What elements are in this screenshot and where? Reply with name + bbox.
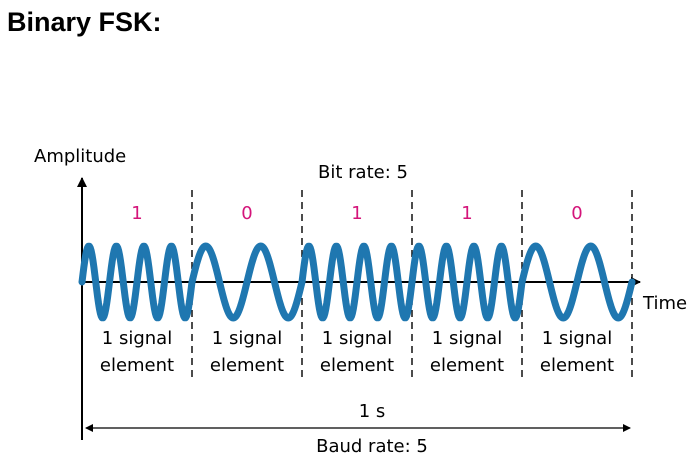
x-axis-label: Time	[642, 293, 687, 314]
signal-element-label-line2: element	[100, 355, 174, 376]
baud-rate-label: Baud rate: 5	[316, 436, 428, 457]
duration-label: 1 s	[359, 401, 386, 422]
bit-labels: 1 0 1 1 0	[131, 203, 582, 224]
signal-element-label-line2: element	[320, 355, 394, 376]
signal-element-label-line1: 1 signal	[432, 328, 502, 349]
bit-value-label: 1	[131, 203, 142, 224]
y-axis-label: Amplitude	[34, 146, 126, 167]
bit-value-label: 0	[241, 203, 252, 224]
bit-rate-label: Bit rate: 5	[318, 162, 408, 183]
signal-element-labels: 1 signal element 1 signal element 1 signal el…	[100, 328, 614, 376]
fsk-waveform	[78, 242, 636, 322]
bit-value-label: 1	[351, 203, 362, 224]
signal-element-label-line1: 1 signal	[542, 328, 612, 349]
bit-value-label: 0	[571, 203, 582, 224]
signal-element-label-line1: 1 signal	[322, 328, 392, 349]
signal-element-label-line2: element	[210, 355, 284, 376]
signal-element-label-line2: element	[430, 355, 504, 376]
page-title: Binary FSK:	[7, 7, 162, 37]
signal-element-label-line1: 1 signal	[212, 328, 282, 349]
bit-value-label: 1	[461, 203, 472, 224]
signal-element-label-line1: 1 signal	[102, 328, 172, 349]
signal-element-label-line2: element	[540, 355, 614, 376]
